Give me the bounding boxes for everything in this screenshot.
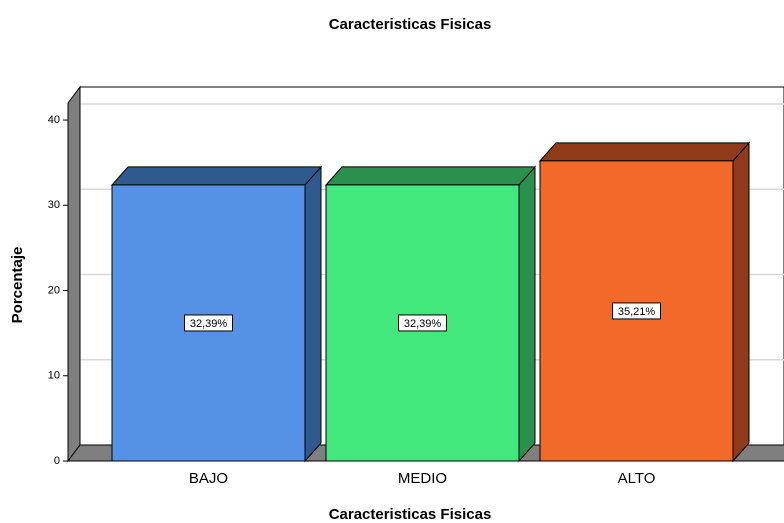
value-label: 32,39% [404,318,442,330]
y-axis-label: Porcentaje [9,247,26,324]
bar-side [732,141,750,463]
value-label-box [184,314,233,332]
bar-top [110,166,323,186]
bar-side [304,165,322,463]
y-tick-label: 40 [48,114,60,126]
y-tick-label: 10 [48,370,60,382]
bar-top [324,166,537,186]
left-wall [67,85,81,463]
y-tick-label: 20 [48,284,60,296]
x-tick-label: BAJO [189,470,228,487]
bar-side [518,165,536,463]
value-label-box [612,302,661,320]
value-label-box [398,314,447,332]
y-tick-label: 30 [48,199,60,211]
value-label: 35,21% [618,306,656,318]
value-label: 32,39% [190,318,228,330]
bar-top [538,142,751,162]
chart-title: Caracteristicas Fisicas [329,16,492,33]
x-tick-label: MEDIO [398,470,447,487]
x-axis-label: Caracteristicas Fisicas [329,506,492,523]
x-tick-label: ALTO [618,470,656,487]
y-tick-label: 0 [54,455,60,467]
